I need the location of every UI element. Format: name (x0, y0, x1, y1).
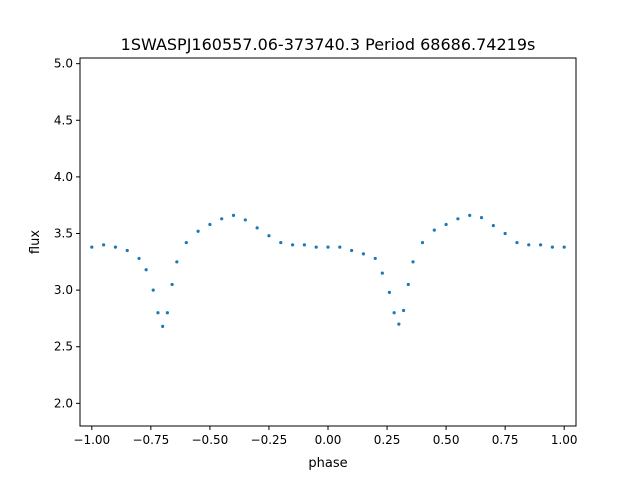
x-tick-label: 1.00 (551, 433, 578, 447)
x-tick-label: 0.75 (492, 433, 519, 447)
data-point (170, 282, 174, 287)
data-point (401, 308, 406, 313)
data-point (314, 245, 318, 249)
data-point (196, 229, 200, 233)
data-point (373, 256, 377, 261)
x-tick-label: −1.00 (73, 433, 110, 447)
data-point (267, 234, 271, 238)
data-point (468, 213, 472, 217)
y-tick-label: 2.5 (54, 340, 73, 354)
x-tick-label: 0.25 (374, 433, 401, 447)
y-tick-label: 4.0 (54, 170, 73, 184)
y-tick-label: 3.0 (54, 283, 73, 297)
data-point (338, 245, 342, 249)
data-point (562, 245, 566, 249)
y-tick-label: 3.5 (54, 227, 73, 241)
data-point (444, 222, 448, 227)
y-tick-label: 5.0 (54, 57, 73, 71)
data-point (515, 240, 519, 245)
data-point (175, 260, 179, 264)
data-point (144, 268, 148, 272)
x-axis-ticks: −1.00 −0.75 −0.50 −0.25 0.00 0.25 0.50 0.75 1.00 (73, 426, 578, 447)
data-point (527, 243, 531, 247)
data-point (538, 243, 543, 247)
data-point (184, 240, 188, 245)
x-tick-label: −0.25 (251, 433, 288, 447)
x-tick-label: 0.50 (433, 433, 460, 447)
data-point (290, 243, 295, 247)
data-point (350, 248, 354, 253)
data-point (503, 231, 507, 236)
x-tick-label: −0.75 (132, 433, 169, 447)
data-point (380, 271, 384, 275)
y-axis-ticks: 2.0 2.5 3.0 3.5 4.0 4.5 5.0 (54, 57, 80, 410)
data-point (125, 248, 129, 253)
data-point (243, 218, 247, 222)
data-point (406, 282, 410, 287)
data-point (231, 213, 236, 217)
data-point (411, 260, 415, 264)
data-point (279, 240, 283, 245)
data-point (550, 245, 554, 249)
data-point (151, 288, 155, 292)
x-tick-label: −0.50 (192, 433, 229, 447)
data-point (432, 228, 436, 232)
data-point (255, 226, 259, 230)
data-point (392, 311, 396, 315)
data-point (387, 290, 392, 294)
data-point (456, 217, 460, 221)
data-point (90, 245, 94, 249)
data-point (491, 223, 495, 228)
chart-title: 1SWASPJ160557.06-373740.3 Period 68686.7… (121, 35, 536, 54)
data-point (479, 216, 484, 220)
y-tick-label: 4.5 (54, 113, 73, 127)
x-tick-label: 0.00 (315, 433, 342, 447)
x-axis-label: phase (308, 456, 347, 471)
data-points (90, 213, 566, 328)
data-point (397, 322, 401, 326)
data-point (208, 222, 212, 227)
data-point (220, 217, 224, 221)
y-axis-label: flux (28, 230, 43, 254)
data-point (113, 245, 118, 249)
data-point (420, 240, 425, 245)
data-point (361, 252, 366, 256)
data-point (326, 245, 330, 249)
data-point (165, 311, 169, 315)
y-tick-label: 2.0 (54, 396, 73, 410)
data-point (302, 243, 306, 247)
data-point (156, 311, 160, 315)
data-point (137, 256, 141, 261)
data-point (102, 243, 106, 247)
data-point (161, 324, 165, 328)
